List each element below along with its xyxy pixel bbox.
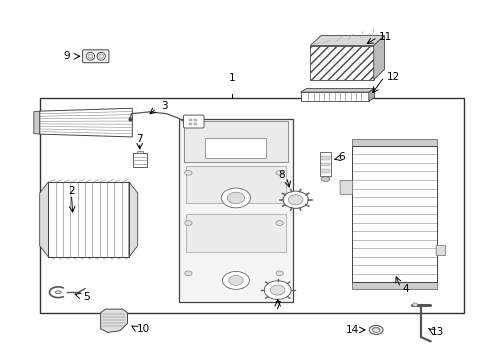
Bar [193, 119, 196, 121]
Polygon shape [373, 36, 384, 80]
Text: 14: 14 [345, 325, 358, 335]
Ellipse shape [368, 325, 382, 334]
Polygon shape [40, 182, 48, 257]
Polygon shape [368, 89, 374, 101]
Bar [321, 169, 329, 173]
Ellipse shape [88, 54, 93, 59]
Bar [185, 214, 285, 252]
Polygon shape [34, 111, 40, 134]
Bar [183, 121, 288, 162]
Bar [185, 166, 285, 203]
Bar [320, 152, 330, 176]
Text: 9: 9 [63, 51, 70, 61]
Ellipse shape [227, 192, 244, 204]
FancyBboxPatch shape [82, 50, 109, 63]
Ellipse shape [288, 195, 303, 205]
Bar [137, 150, 143, 153]
Text: 3: 3 [161, 102, 167, 112]
FancyBboxPatch shape [339, 180, 352, 194]
Text: 10: 10 [137, 324, 150, 334]
Bar [178, 119, 293, 302]
Text: 5: 5 [82, 292, 89, 302]
Ellipse shape [222, 271, 249, 289]
Ellipse shape [184, 171, 192, 175]
Bar [188, 119, 191, 121]
Text: 4: 4 [401, 284, 408, 294]
Text: 8: 8 [278, 170, 285, 180]
Ellipse shape [275, 171, 283, 175]
Ellipse shape [99, 54, 103, 59]
Ellipse shape [55, 291, 61, 294]
Polygon shape [310, 36, 384, 45]
Text: 1: 1 [228, 73, 235, 83]
Bar [48, 182, 129, 257]
Polygon shape [300, 92, 368, 101]
Bar [133, 153, 147, 167]
Polygon shape [129, 182, 138, 257]
FancyBboxPatch shape [435, 245, 445, 256]
Ellipse shape [184, 221, 192, 225]
Bar [40, 98, 463, 313]
Ellipse shape [221, 188, 250, 208]
FancyBboxPatch shape [183, 115, 203, 128]
Ellipse shape [275, 271, 283, 275]
Bar [205, 138, 266, 158]
Text: 7: 7 [136, 134, 142, 144]
Ellipse shape [321, 177, 329, 181]
Ellipse shape [97, 52, 105, 60]
Bar [351, 139, 436, 146]
Bar [193, 123, 196, 125]
Text: 12: 12 [386, 72, 399, 82]
Bar [321, 163, 329, 166]
Text: 11: 11 [379, 32, 392, 41]
Ellipse shape [412, 303, 417, 307]
Bar [351, 146, 436, 282]
Ellipse shape [275, 221, 283, 225]
Ellipse shape [228, 275, 243, 285]
Ellipse shape [270, 285, 285, 295]
Text: 7: 7 [274, 301, 281, 311]
Ellipse shape [264, 281, 290, 300]
Bar [351, 282, 436, 289]
Ellipse shape [184, 271, 192, 275]
Text: 2: 2 [68, 186, 75, 196]
Polygon shape [300, 89, 374, 92]
Bar [188, 123, 191, 125]
Bar [321, 156, 329, 160]
Text: 13: 13 [429, 327, 443, 337]
Ellipse shape [86, 52, 94, 60]
Polygon shape [310, 45, 373, 80]
Text: 6: 6 [338, 152, 345, 162]
Polygon shape [101, 309, 127, 332]
Ellipse shape [283, 191, 308, 208]
Ellipse shape [371, 327, 379, 332]
Polygon shape [40, 108, 132, 137]
